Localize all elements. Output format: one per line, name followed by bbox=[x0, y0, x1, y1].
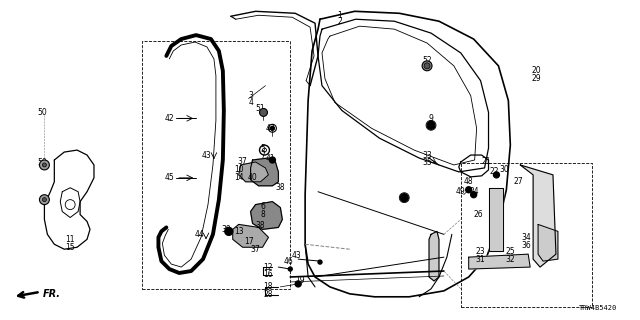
Text: 11: 11 bbox=[65, 235, 75, 244]
Text: 7: 7 bbox=[260, 150, 265, 160]
Text: 1: 1 bbox=[337, 11, 342, 20]
Text: 35: 35 bbox=[422, 158, 432, 167]
Text: 29: 29 bbox=[531, 74, 541, 83]
Text: 39: 39 bbox=[221, 225, 230, 234]
Text: 5: 5 bbox=[260, 144, 265, 153]
Circle shape bbox=[466, 187, 472, 193]
Circle shape bbox=[318, 260, 322, 264]
Text: 3: 3 bbox=[248, 91, 253, 100]
Text: 31: 31 bbox=[476, 255, 485, 264]
Text: 37: 37 bbox=[238, 157, 248, 166]
Text: 15: 15 bbox=[65, 243, 75, 252]
Text: 26: 26 bbox=[474, 210, 483, 219]
Text: 24: 24 bbox=[470, 187, 479, 196]
Polygon shape bbox=[429, 231, 439, 281]
Text: 48: 48 bbox=[464, 177, 474, 186]
Text: 43: 43 bbox=[202, 150, 212, 160]
Text: 33: 33 bbox=[422, 150, 432, 160]
Circle shape bbox=[422, 61, 432, 71]
Circle shape bbox=[40, 195, 49, 204]
Text: 37: 37 bbox=[251, 245, 260, 254]
Text: FR.: FR. bbox=[42, 289, 60, 299]
Circle shape bbox=[269, 157, 275, 163]
Text: 30: 30 bbox=[499, 165, 509, 174]
Polygon shape bbox=[239, 162, 268, 182]
Circle shape bbox=[400, 194, 408, 202]
Text: 44: 44 bbox=[194, 230, 204, 239]
Text: 9: 9 bbox=[429, 114, 433, 123]
Bar bbox=[461, 163, 591, 307]
Text: 18: 18 bbox=[264, 282, 273, 292]
Text: 45: 45 bbox=[164, 173, 174, 182]
Text: 38: 38 bbox=[256, 221, 266, 230]
Polygon shape bbox=[468, 254, 530, 269]
Circle shape bbox=[260, 108, 268, 116]
Text: 41: 41 bbox=[266, 154, 275, 163]
Circle shape bbox=[42, 198, 46, 202]
Text: 23: 23 bbox=[476, 247, 485, 256]
Circle shape bbox=[42, 163, 46, 167]
Text: 21: 21 bbox=[482, 157, 492, 166]
Circle shape bbox=[493, 172, 499, 178]
Text: 10: 10 bbox=[234, 165, 244, 174]
Text: 46: 46 bbox=[284, 257, 293, 266]
Text: 6: 6 bbox=[260, 202, 265, 211]
Text: 50: 50 bbox=[38, 108, 47, 117]
Text: 2: 2 bbox=[337, 17, 342, 26]
Text: 13: 13 bbox=[234, 227, 244, 236]
Text: 20: 20 bbox=[531, 66, 541, 75]
Text: 40: 40 bbox=[248, 173, 257, 182]
Text: 8: 8 bbox=[260, 210, 265, 219]
Circle shape bbox=[271, 126, 275, 130]
Text: 36: 36 bbox=[522, 241, 531, 250]
Circle shape bbox=[40, 160, 49, 170]
Text: 49: 49 bbox=[456, 187, 466, 196]
Text: 22: 22 bbox=[490, 167, 499, 176]
Text: 47: 47 bbox=[266, 124, 275, 133]
Circle shape bbox=[288, 267, 292, 271]
Text: 12: 12 bbox=[264, 263, 273, 272]
Text: 51: 51 bbox=[256, 104, 266, 113]
Text: 4: 4 bbox=[248, 98, 253, 107]
Text: 34: 34 bbox=[522, 233, 531, 242]
Text: 52: 52 bbox=[422, 56, 432, 65]
Bar bbox=[141, 41, 291, 289]
Text: 17: 17 bbox=[244, 237, 253, 246]
Polygon shape bbox=[488, 188, 504, 251]
Text: 42: 42 bbox=[164, 114, 174, 123]
Text: 28: 28 bbox=[264, 290, 273, 299]
Polygon shape bbox=[520, 165, 556, 267]
Text: 38: 38 bbox=[276, 183, 285, 192]
Polygon shape bbox=[233, 224, 268, 247]
Polygon shape bbox=[251, 158, 278, 186]
Text: TRW4B5420: TRW4B5420 bbox=[579, 305, 618, 311]
Text: 50: 50 bbox=[38, 158, 47, 167]
Text: 32: 32 bbox=[506, 255, 515, 264]
Circle shape bbox=[295, 281, 301, 287]
Text: 25: 25 bbox=[506, 247, 515, 256]
Polygon shape bbox=[251, 202, 282, 229]
Circle shape bbox=[225, 228, 233, 235]
Circle shape bbox=[470, 192, 477, 198]
Text: 27: 27 bbox=[513, 177, 523, 186]
Text: 19: 19 bbox=[296, 276, 305, 285]
Circle shape bbox=[427, 121, 435, 129]
Text: 14: 14 bbox=[234, 173, 244, 182]
Text: 43: 43 bbox=[291, 251, 301, 260]
Polygon shape bbox=[538, 224, 558, 261]
Circle shape bbox=[424, 63, 430, 69]
Text: 16: 16 bbox=[264, 270, 273, 279]
